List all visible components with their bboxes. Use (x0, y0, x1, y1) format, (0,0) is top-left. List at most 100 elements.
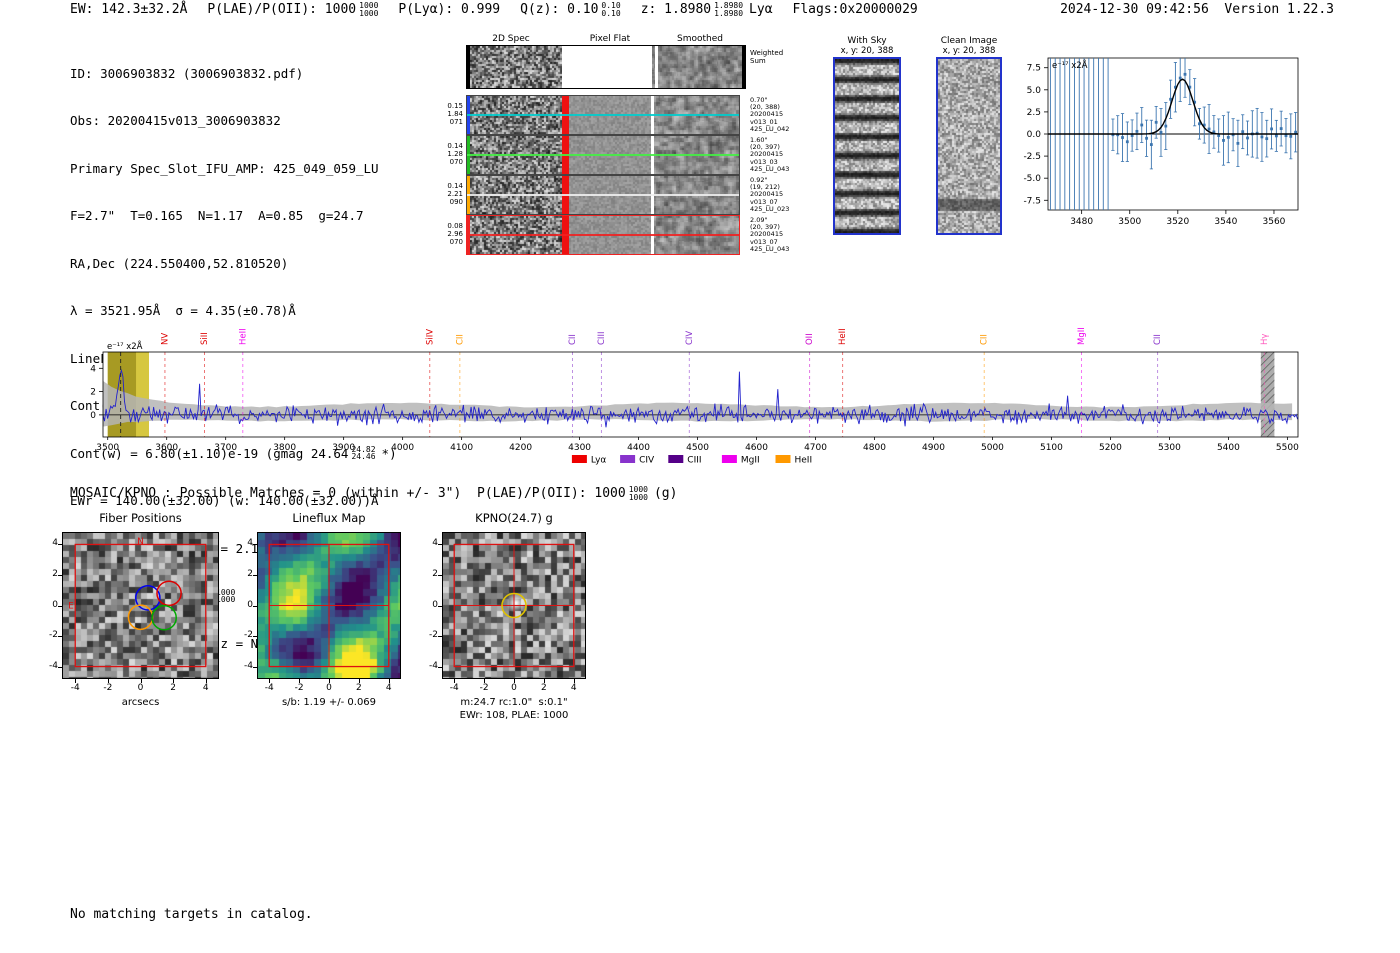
row-weights-label: 0.14 1.28 070 (447, 142, 463, 167)
cutout-xtick-label: 2 (541, 683, 547, 693)
gaussian-fit-curve (1048, 78, 1298, 135)
fiber-positions-image (63, 533, 218, 678)
data-point (1222, 139, 1225, 142)
spectrum-xtick-label: 4300 (568, 443, 591, 453)
legend-swatch (571, 455, 587, 463)
spectrum-xtick-label: 5200 (1099, 443, 1122, 453)
data-point (1202, 123, 1206, 127)
lineflux-map-image (258, 533, 400, 678)
z-range: 1.8980 1.8980 (714, 1, 744, 18)
z-value: z: 1.8980 1.8980 1.8980 Lyα (641, 2, 773, 17)
spec2d-panel: 2D Spec Pixel Flat Smoothed Weighted Sum… (444, 33, 804, 263)
spectrum-xtick-label: 4600 (745, 443, 768, 453)
data-point (1212, 130, 1216, 134)
data-point (1246, 136, 1249, 140)
cutout-ytick-label: 0 (52, 599, 58, 610)
data-point (1217, 134, 1221, 137)
cutout-ytick-label: 2 (247, 568, 253, 579)
timestamp: 2024-12-30 09:42:56 Version 1.22.3 (1060, 2, 1334, 17)
spectrum-xtick-label: 4200 (509, 443, 532, 453)
cont-w-tail: *) (381, 445, 397, 461)
spectrum-xtick-label: 5300 (1158, 443, 1181, 453)
emission-line-label: HeII (838, 328, 848, 345)
withsky-coords: x, y: 20, 388 (840, 46, 894, 56)
tick-mark (58, 636, 62, 638)
info-radec: RA,Dec (224.550400,52.810520) (70, 255, 289, 271)
tick-mark (484, 679, 486, 683)
tick-mark (58, 605, 62, 607)
cutout-xtick-label: -4 (449, 683, 459, 693)
plae-hi: 1000 (359, 1, 379, 10)
fiber-trace-line (467, 194, 739, 196)
data-point (1174, 85, 1177, 89)
spec2d-rows (466, 95, 746, 255)
fit-xtick-label: 3560 (1263, 217, 1286, 227)
emission-line-label: MgII (1077, 327, 1087, 345)
tick-mark (438, 544, 442, 546)
spectrum-xtick-label: 4700 (804, 443, 827, 453)
plot-shape (102, 351, 1299, 438)
tick-mark (58, 666, 62, 668)
spectrum-trace (103, 368, 1298, 428)
data-point (1183, 72, 1187, 76)
tick-mark (107, 679, 109, 683)
emission-line-label: OII (805, 333, 815, 345)
spectrum-xtick-label: 5100 (1040, 443, 1063, 453)
emission-line-label: CII (568, 334, 578, 345)
cutout-xtick-label: 0 (326, 683, 332, 693)
spec2d-row (466, 175, 740, 215)
spectrum-xtick-label: 4900 (922, 443, 945, 453)
spec2d-row (466, 95, 740, 135)
tick-mark (573, 679, 575, 683)
spec2d-row (466, 215, 740, 255)
tick-mark (543, 679, 545, 683)
mosaic-band: (g) (653, 486, 678, 501)
row-fiber-label: 0.70" (20, 388) 20200415 v013_01 425_LU_042 (750, 96, 790, 133)
data-point (1130, 134, 1134, 137)
info-seeing: F=2.7" T=0.165 N=1.17 A=0.85 g=24.7 (70, 208, 364, 224)
cutout-title-fibers: Fiber Positions (99, 511, 182, 525)
plot-shape (1260, 352, 1275, 437)
data-point (1121, 136, 1124, 139)
tick-mark (438, 605, 442, 607)
spectrum-ylabel: e⁻¹⁷ x2Å (107, 340, 143, 352)
tick-mark (438, 636, 442, 638)
data-point (1125, 140, 1129, 144)
spec2d-col-header-spec: 2D Spec (492, 34, 530, 44)
info-obs: Obs: 20200415v013_3006903832 (70, 113, 281, 129)
legend-swatch (721, 455, 737, 463)
tick-mark (58, 574, 62, 576)
weighted-smoothed-image (652, 46, 742, 88)
tick-mark (388, 679, 390, 683)
spectrum-xtick-label: 3500 (96, 443, 119, 453)
line-id: Lyα (749, 2, 773, 17)
tick-mark (58, 544, 62, 546)
data-point (1270, 127, 1273, 131)
data-point (1116, 133, 1120, 137)
weighted-label-line1: Weighted (750, 49, 784, 57)
emission-line-label: CII (455, 334, 465, 345)
cutout-ytick-label: -2 (49, 630, 58, 641)
tick-mark (205, 679, 207, 683)
cutout-xtick-label: 4 (570, 683, 577, 693)
spectrum-xtick-label: 3800 (273, 443, 296, 453)
info-wavelength: λ = 3521.95Å σ = 4.35(±0.78)Å (70, 303, 296, 319)
spec2d-row (466, 135, 740, 175)
fiber-xlabel: arcsecs (121, 697, 160, 708)
legend-label: HeII (795, 456, 813, 466)
row-weights-label: 0.15 1.84 071 (447, 102, 463, 127)
emission-line-label: CIV (685, 331, 695, 345)
tick-mark (253, 544, 257, 546)
plae-range: 1000 1000 (359, 2, 378, 17)
cutout-ytick-label: 0 (247, 599, 253, 610)
data-point (1178, 76, 1182, 80)
cutout-xtick-label: 2 (356, 683, 362, 693)
summary-header: EW: 142.3±32.2Å P(LAE)/P(OII): 1000 1000 1… (70, 2, 938, 17)
weighted-flat-blank (562, 46, 652, 88)
cont-w-text: Cont(w) = 6.80(±1.10)e-19 (gmag 24.64 (70, 445, 349, 461)
data-point (1207, 127, 1211, 131)
clean-coords: x, y: 20, 388 (942, 46, 996, 56)
mosaic-text: MOSAIC/KPNO : Possible Matches = 0 (with… (70, 486, 626, 501)
full-spectrum-plot: NV SiII HeII SiIV CII CII CIII CIV OII HeII CII MgI… (60, 300, 1350, 484)
